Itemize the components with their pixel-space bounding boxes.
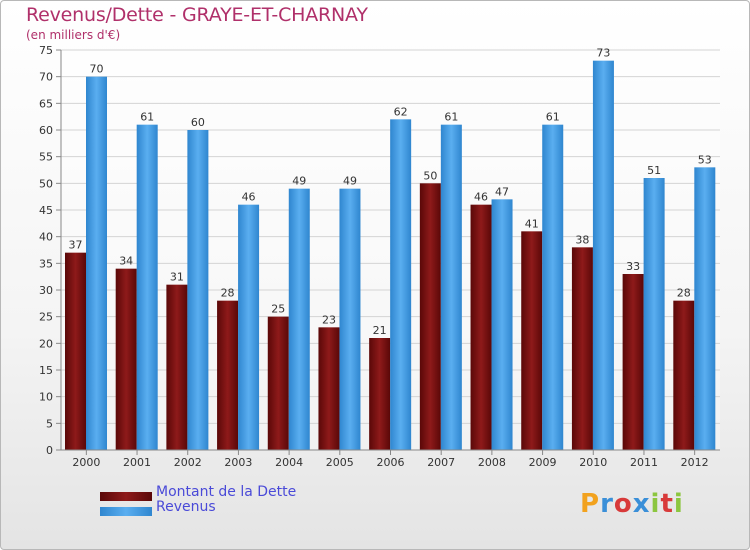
y-tick-label: 25 [39,311,53,324]
proxiti-logo: Proxiti [580,489,684,519]
logo-letter: r [600,489,614,519]
data-label-revenus: 61 [140,111,154,124]
y-tick-label: 45 [39,204,53,217]
bar-revenus [86,76,107,451]
x-tick-label: 2006 [377,456,405,469]
x-tick-label: 2012 [681,456,709,469]
data-label-dette: 28 [677,287,691,300]
data-label-dette: 38 [575,233,589,246]
bar-dette [369,338,391,450]
bar-dette [115,268,137,450]
data-label-dette: 33 [626,260,640,273]
data-label-dette: 21 [373,324,387,337]
y-tick-label: 30 [39,284,53,297]
logo-letter: i [673,489,684,519]
bar-revenus [440,124,462,451]
bar-revenus [288,188,310,450]
legend-swatch-revenus [100,507,152,516]
legend-swatch-dette [100,492,152,501]
bar-dette [673,300,695,450]
y-tick-label: 40 [39,231,53,244]
y-tick-label: 0 [46,444,53,457]
x-tick-label: 2007 [427,456,455,469]
x-tick-label: 2010 [579,456,607,469]
x-tick-label: 2009 [529,456,557,469]
data-label-revenus: 70 [90,63,104,76]
x-tick-label: 2002 [174,456,202,469]
data-label-revenus: 53 [698,153,712,166]
bar-revenus [390,119,412,450]
chart-title: Revenus/Dette - GRAYE-ET-CHARNAY [26,4,368,26]
data-label-dette: 41 [525,217,539,230]
bar-dette [318,327,340,450]
x-tick-label: 2004 [275,456,303,469]
data-label-revenus: 49 [343,175,357,188]
data-label-dette: 28 [221,287,235,300]
logo-letter: o [613,489,633,519]
bar-dette [470,204,492,450]
data-label-revenus: 60 [191,116,205,129]
bar-revenus [542,124,564,451]
bar-revenus [694,167,716,451]
data-label-revenus: 62 [394,105,408,118]
x-tick-label: 2003 [224,456,252,469]
data-label-dette: 23 [322,313,336,326]
bar-dette [65,252,86,450]
data-label-revenus: 73 [596,47,610,60]
x-tick-label: 2008 [478,456,506,469]
data-label-dette: 34 [119,255,133,268]
bar-revenus [136,124,158,451]
legend-label-revenus: Revenus [156,499,216,515]
data-label-revenus: 61 [444,111,458,124]
logo-letter: i [650,489,661,519]
bar-revenus [339,188,361,450]
y-tick-label: 15 [39,364,53,377]
y-tick-label: 10 [39,391,53,404]
y-tick-label: 60 [39,124,53,137]
x-tick-label: 2001 [123,456,151,469]
x-tick-label: 2011 [630,456,658,469]
data-label-dette: 31 [170,271,184,284]
bar-dette [571,247,593,450]
y-tick-label: 55 [39,151,53,164]
bar-dette [622,274,644,450]
y-tick-label: 5 [46,417,53,430]
bar-dette [267,316,289,450]
logo-letter: P [580,489,601,519]
data-label-revenus: 47 [495,185,509,198]
x-tick-label: 2005 [326,456,354,469]
y-tick-label: 35 [39,257,53,270]
data-label-dette: 50 [423,169,437,182]
logo-letter: x [632,489,651,519]
data-label-dette: 46 [474,191,488,204]
bar-revenus [592,60,614,451]
bar-revenus [643,178,665,450]
y-tick-label: 75 [39,44,53,57]
data-label-revenus: 46 [242,191,256,204]
y-tick-label: 70 [39,71,53,84]
legend-label-dette: Montant de la Dette [156,484,297,500]
bar-dette [166,284,188,450]
data-label-dette: 37 [69,239,83,252]
y-tick-label: 65 [39,97,53,110]
data-label-revenus: 49 [292,175,306,188]
data-label-revenus: 51 [647,164,661,177]
bar-revenus [238,204,260,450]
data-label-revenus: 61 [546,111,560,124]
bar-revenus [491,199,513,450]
y-tick-label: 20 [39,337,53,350]
bar-revenus [187,130,209,450]
bar-dette [217,300,239,450]
chart-subtitle: (en milliers d'€) [26,28,121,42]
x-tick-label: 2000 [72,456,100,469]
data-label-dette: 25 [271,303,285,316]
bar-dette [419,183,441,451]
bar-dette [521,231,543,450]
logo-letter: t [660,489,674,519]
y-tick-label: 50 [39,177,53,190]
